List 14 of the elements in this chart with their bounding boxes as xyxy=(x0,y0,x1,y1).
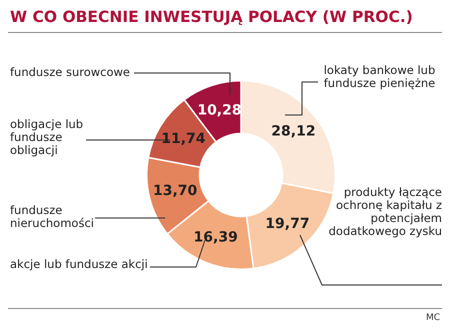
data-label: 13,70 xyxy=(152,182,198,199)
slice-label: fundusze nieruchomości xyxy=(10,203,95,230)
data-label: 19,77 xyxy=(265,216,310,232)
data-label: 28,12 xyxy=(271,124,316,140)
data-label: 10,28 xyxy=(197,102,242,118)
data-label: 11,74 xyxy=(161,130,206,147)
slice-label: fundusze surowcowe xyxy=(10,65,130,79)
slice-label: obligacje lub fundusze obligacji xyxy=(10,117,84,157)
slice-label: lokaty bankowe lub fundusze pieniężne xyxy=(322,63,436,90)
text: MC xyxy=(426,313,440,323)
chart-title: W CO OBECNIE INWESTUJĄ POLACY (W PROC.) xyxy=(10,8,413,26)
slice-label: akcje lub fundusze akcji xyxy=(10,257,149,271)
slice-label: produkty łączące ochronę kapitału z potencjałem dodatkowego zysku xyxy=(328,185,442,238)
data-label: 16,39 xyxy=(194,230,238,246)
